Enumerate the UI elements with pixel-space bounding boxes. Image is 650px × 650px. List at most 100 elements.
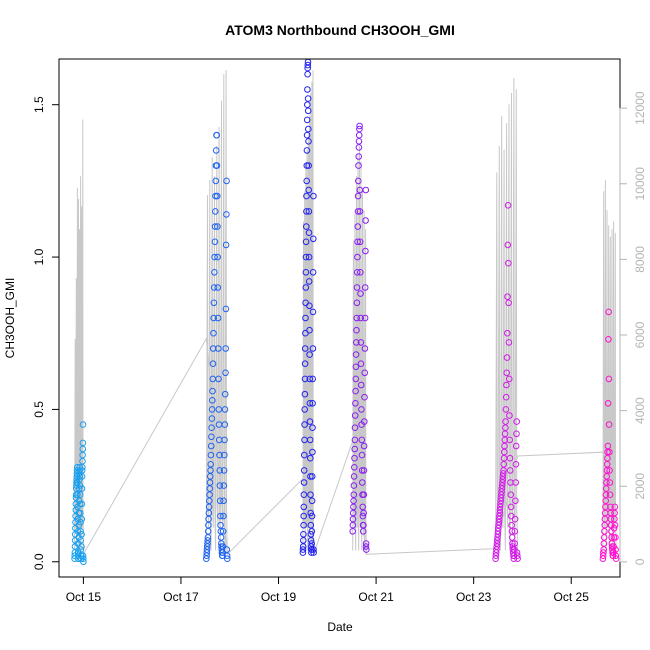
data-point — [602, 485, 610, 492]
data-point — [305, 125, 312, 133]
data-point — [79, 457, 86, 465]
data-point — [307, 454, 314, 462]
data-point — [204, 528, 212, 535]
data-point — [604, 454, 611, 462]
data-point — [607, 515, 615, 523]
data-point — [602, 491, 610, 499]
data-point — [309, 448, 316, 456]
x-tick-label: Oct 23 — [456, 590, 492, 604]
data-point — [75, 485, 83, 492]
data-point — [204, 534, 212, 541]
y-tick-label: 1.5 — [32, 96, 46, 113]
data-point — [505, 259, 512, 267]
data-point — [600, 546, 608, 553]
data-point — [357, 360, 365, 368]
data-point — [350, 473, 358, 480]
data-point — [360, 491, 368, 499]
data-point — [500, 461, 508, 468]
data-point — [499, 479, 506, 486]
data-point — [215, 406, 223, 413]
data-point — [221, 390, 229, 398]
data-point — [353, 299, 361, 307]
data-point — [207, 461, 214, 468]
data-point — [353, 269, 361, 276]
data-point — [308, 473, 316, 480]
data-point — [299, 546, 307, 553]
data-point — [359, 479, 366, 486]
data-point — [513, 549, 521, 556]
data-point — [506, 467, 514, 474]
data-point — [212, 208, 219, 215]
data-point — [512, 497, 519, 505]
data-point — [300, 531, 307, 538]
data-point — [350, 491, 358, 499]
data-point — [221, 421, 229, 428]
data-point — [611, 521, 619, 529]
data-point — [355, 162, 362, 169]
data-point — [603, 461, 611, 468]
data-point — [501, 448, 508, 456]
data-point — [356, 238, 364, 246]
data-point — [606, 479, 614, 486]
data-point — [504, 202, 512, 209]
data-point — [492, 555, 499, 563]
data-point — [509, 540, 516, 547]
y2-tick-label: 8000 — [633, 246, 647, 273]
data-point — [612, 546, 619, 553]
data-point — [304, 70, 311, 78]
data-point — [496, 503, 504, 511]
data-point — [611, 515, 618, 523]
data-point — [501, 442, 508, 450]
data-point — [363, 546, 370, 553]
x-tick-label: Oct 25 — [554, 590, 590, 604]
data-point — [352, 387, 359, 395]
data-point — [208, 415, 216, 422]
axes: Oct 15 Oct 17 Oct 19 Oct 21 Oct 23 Oct 25 0.0 0… — [32, 58, 647, 604]
data-point — [357, 269, 364, 276]
data-point — [79, 439, 87, 447]
altitude-flight-3 — [352, 145, 367, 555]
data-point — [211, 269, 218, 276]
data-point — [494, 534, 501, 541]
data-point — [216, 497, 224, 505]
data-point — [349, 528, 357, 535]
data-point — [513, 418, 521, 425]
data-point — [603, 467, 611, 474]
plot-frame — [58, 58, 621, 578]
data-point — [500, 467, 507, 474]
data-point — [221, 451, 228, 459]
data-point — [306, 302, 313, 310]
data-point — [494, 528, 502, 535]
data-point — [602, 497, 610, 505]
data-point — [310, 192, 317, 200]
data-point — [304, 101, 311, 108]
data-point — [358, 436, 366, 444]
data-point — [601, 528, 608, 535]
data-point — [214, 284, 222, 291]
data-point — [604, 400, 612, 407]
y2-tick-label: 6000 — [633, 321, 647, 348]
data-point — [305, 186, 313, 194]
data-point — [359, 503, 367, 511]
data-point — [307, 491, 314, 499]
data-point — [350, 482, 358, 489]
data-point — [213, 162, 221, 169]
data-point — [208, 424, 215, 432]
data-point — [356, 125, 363, 133]
data-point — [605, 308, 612, 316]
data-point — [305, 208, 313, 215]
data-point — [77, 546, 85, 553]
data-point — [507, 503, 515, 511]
data-point — [303, 147, 311, 154]
data-point — [502, 393, 510, 401]
data-point — [206, 485, 214, 492]
data-point — [503, 354, 511, 361]
data-point — [501, 430, 509, 438]
data-point — [498, 485, 506, 492]
data-point — [599, 552, 607, 560]
data-point — [499, 470, 507, 477]
data-point — [362, 186, 370, 194]
data-point — [351, 412, 359, 419]
data-point — [222, 369, 229, 377]
